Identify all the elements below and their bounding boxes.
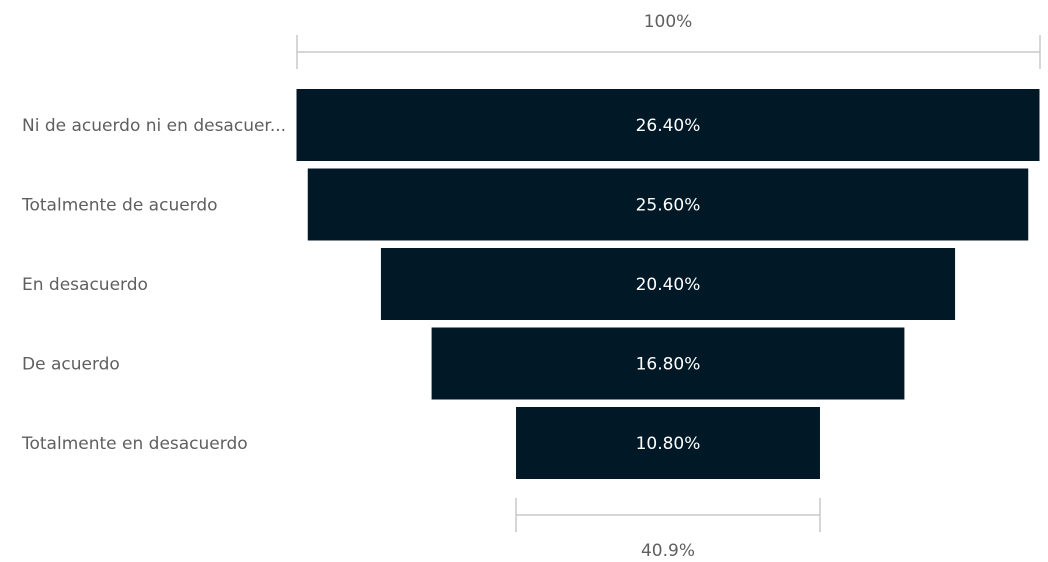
bottom-ruler-label: 40.9% (641, 541, 695, 561)
category-label: En desacuerdo (22, 275, 148, 295)
funnel-bar[interactable] (296, 89, 1040, 161)
funnel-bar[interactable] (307, 168, 1029, 241)
bottom-ruler: 40.9% (515, 498, 821, 561)
category-label: Totalmente de acuerdo (21, 196, 218, 216)
top-ruler: 100% (296, 12, 1041, 69)
data-label: 16.80% (636, 355, 701, 375)
category-label: De acuerdo (22, 355, 120, 375)
category-label: Ni de acuerdo ni en desacuer... (22, 116, 286, 136)
data-label: 26.40% (636, 116, 701, 136)
data-label: 10.80% (636, 434, 701, 454)
data-label: 20.40% (636, 275, 701, 295)
funnel-bar[interactable] (516, 407, 820, 479)
funnel-bars: Ni de acuerdo ni en desacuer... 26.40%Ni … (21, 89, 1040, 479)
top-ruler-label: 100% (644, 12, 693, 32)
funnel-bar[interactable] (431, 327, 905, 400)
data-label: 25.60% (636, 196, 701, 216)
funnel-bar[interactable] (380, 248, 956, 320)
category-label: Totalmente en desacuerdo (21, 434, 248, 454)
